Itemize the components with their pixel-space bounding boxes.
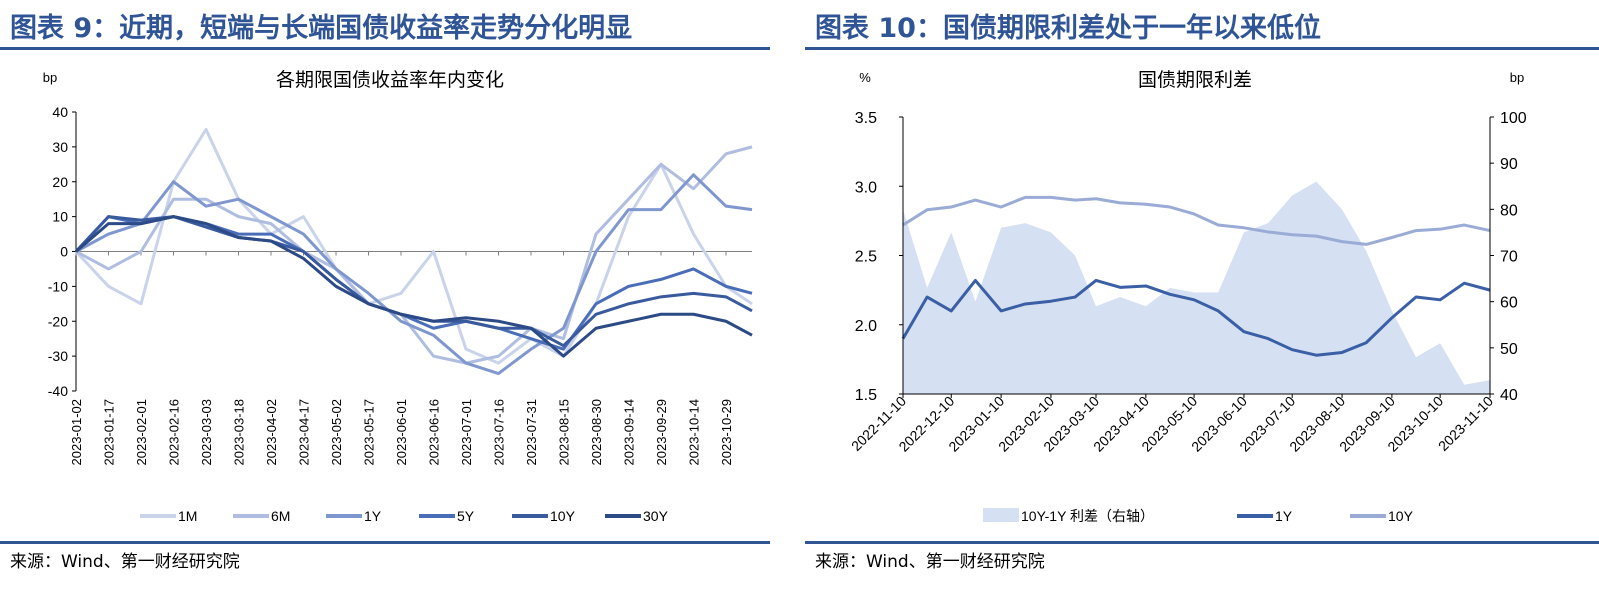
series-line-1Y bbox=[75, 173, 753, 376]
y-tick-label-right: 40 bbox=[1500, 387, 1518, 404]
figure-10-heading: 图表 10：国债期限利差处于一年以来低位 bbox=[815, 13, 1321, 44]
y-axis-label-left: % bbox=[859, 70, 871, 85]
y-axis-label-right: bp bbox=[1510, 70, 1524, 85]
yield-change-chart: 各期限国债收益率年内变化 bp 403020100-10-20-30-40202… bbox=[43, 69, 753, 524]
legend-swatch-spread bbox=[983, 508, 1019, 522]
x-tick-label: 2023-08-15 bbox=[557, 399, 572, 466]
heading-rule bbox=[0, 47, 770, 50]
series-line-1Y bbox=[901, 278, 1491, 357]
y-tick-label-right: 50 bbox=[1500, 341, 1518, 358]
x-tick-label: 2023-02-16 bbox=[167, 399, 182, 466]
series-line-6M bbox=[75, 145, 753, 365]
x-tick-label: 2023-01-02 bbox=[69, 399, 84, 466]
x-tick-label: 2023-11-10 bbox=[1435, 393, 1496, 454]
chart-title: 各期限国债收益率年内变化 bbox=[276, 69, 504, 91]
legend-label: 10Y bbox=[550, 508, 576, 524]
x-tick-label: 2023-02-01 bbox=[134, 399, 149, 466]
y-tick-label: -10 bbox=[48, 278, 68, 294]
y-tick-label: -30 bbox=[48, 348, 68, 364]
x-tick-label: 2023-07-01 bbox=[459, 399, 474, 466]
x-tick-label: 2023-09-14 bbox=[622, 399, 637, 466]
x-tick-label: 2023-08-30 bbox=[589, 399, 604, 466]
y-tick-label: 0 bbox=[60, 244, 68, 260]
y-tick-label: 30 bbox=[52, 139, 68, 155]
y-tick-label-right: 100 bbox=[1500, 110, 1527, 127]
y-tick-label: 3.5 bbox=[855, 110, 877, 127]
x-tick-label: 2023-06-01 bbox=[394, 399, 409, 466]
y-tick-label-right: 60 bbox=[1500, 295, 1518, 312]
y-tick-label: 2.5 bbox=[855, 249, 877, 266]
x-tick-label: 2023-03-18 bbox=[232, 399, 247, 466]
x-tick-label: 2023-10-29 bbox=[719, 399, 734, 466]
x-tick-label: 2023-07-16 bbox=[492, 399, 507, 466]
x-tick-label: 2023-01-17 bbox=[102, 399, 117, 466]
footer-rule bbox=[805, 541, 1599, 544]
legend-label: 5Y bbox=[457, 508, 475, 524]
x-tick-label: 2023-03-03 bbox=[199, 399, 214, 466]
x-tick-label: 2023-07-31 bbox=[524, 399, 539, 466]
y-tick-label-right: 70 bbox=[1500, 249, 1518, 266]
y-tick-label: 1.5 bbox=[855, 387, 877, 404]
legend-label: 30Y bbox=[643, 508, 669, 524]
source-note: 来源：Wind、第一财经研究院 bbox=[10, 552, 240, 572]
chart-title: 国债期限利差 bbox=[1138, 69, 1252, 91]
footer-rule bbox=[0, 541, 770, 544]
spread-area bbox=[903, 181, 1490, 394]
x-tick-label: 2023-09-29 bbox=[654, 399, 669, 466]
source-note: 来源：Wind、第一财经研究院 bbox=[815, 552, 1045, 572]
y-axis-label: bp bbox=[43, 70, 57, 85]
heading-rule bbox=[805, 47, 1599, 50]
term-spread-chart: 国债期限利差 % bp 3.5 3.0 2.5 2.0 1.5 100 90 80 70 60 50… bbox=[848, 69, 1527, 524]
legend-label: 1Y bbox=[1275, 508, 1293, 524]
y-tick-label: -40 bbox=[48, 383, 68, 399]
right-panel: 图表 10：国债期限利差处于一年以来低位 国债期限利差 % bp 3.5 3.0 2… bbox=[805, 0, 1599, 593]
y-tick-label: 3.0 bbox=[855, 179, 877, 196]
left-panel: 图表 9：近期，短端与长端国债收益率走势分化明显 各期限国债收益率年内变化 bp… bbox=[0, 0, 780, 593]
series-line-1M bbox=[74, 127, 753, 365]
y-tick-label: 20 bbox=[52, 174, 68, 190]
x-tick-label: 2023-10-14 bbox=[687, 399, 702, 466]
figure-9-heading: 图表 9：近期，短端与长端国债收益率走势分化明显 bbox=[10, 13, 633, 44]
x-tick-label: 2023-05-17 bbox=[362, 399, 377, 466]
legend-label: 10Y bbox=[1388, 508, 1414, 524]
x-tick-label: 2023-04-17 bbox=[297, 399, 312, 466]
x-tick-label: 2023-06-16 bbox=[427, 399, 442, 466]
y-tick-label: -20 bbox=[48, 313, 68, 329]
legend-label: 6M bbox=[271, 508, 290, 524]
legend-label: 1Y bbox=[364, 508, 382, 524]
legend-label: 1M bbox=[178, 508, 197, 524]
series-line-30Y bbox=[75, 215, 753, 358]
y-tick-label-right: 90 bbox=[1500, 156, 1518, 173]
x-tick-label: 2023-04-02 bbox=[264, 399, 279, 466]
series-line-10Y bbox=[902, 195, 1491, 246]
x-tick-label: 2023-05-02 bbox=[329, 399, 344, 466]
legend-label: 10Y-1Y 利差（右轴） bbox=[1021, 508, 1154, 524]
y-tick-label: 40 bbox=[52, 104, 68, 120]
y-tick-label: 10 bbox=[52, 209, 68, 225]
y-tick-label-right: 80 bbox=[1500, 202, 1518, 219]
y-tick-label: 2.0 bbox=[855, 318, 877, 335]
